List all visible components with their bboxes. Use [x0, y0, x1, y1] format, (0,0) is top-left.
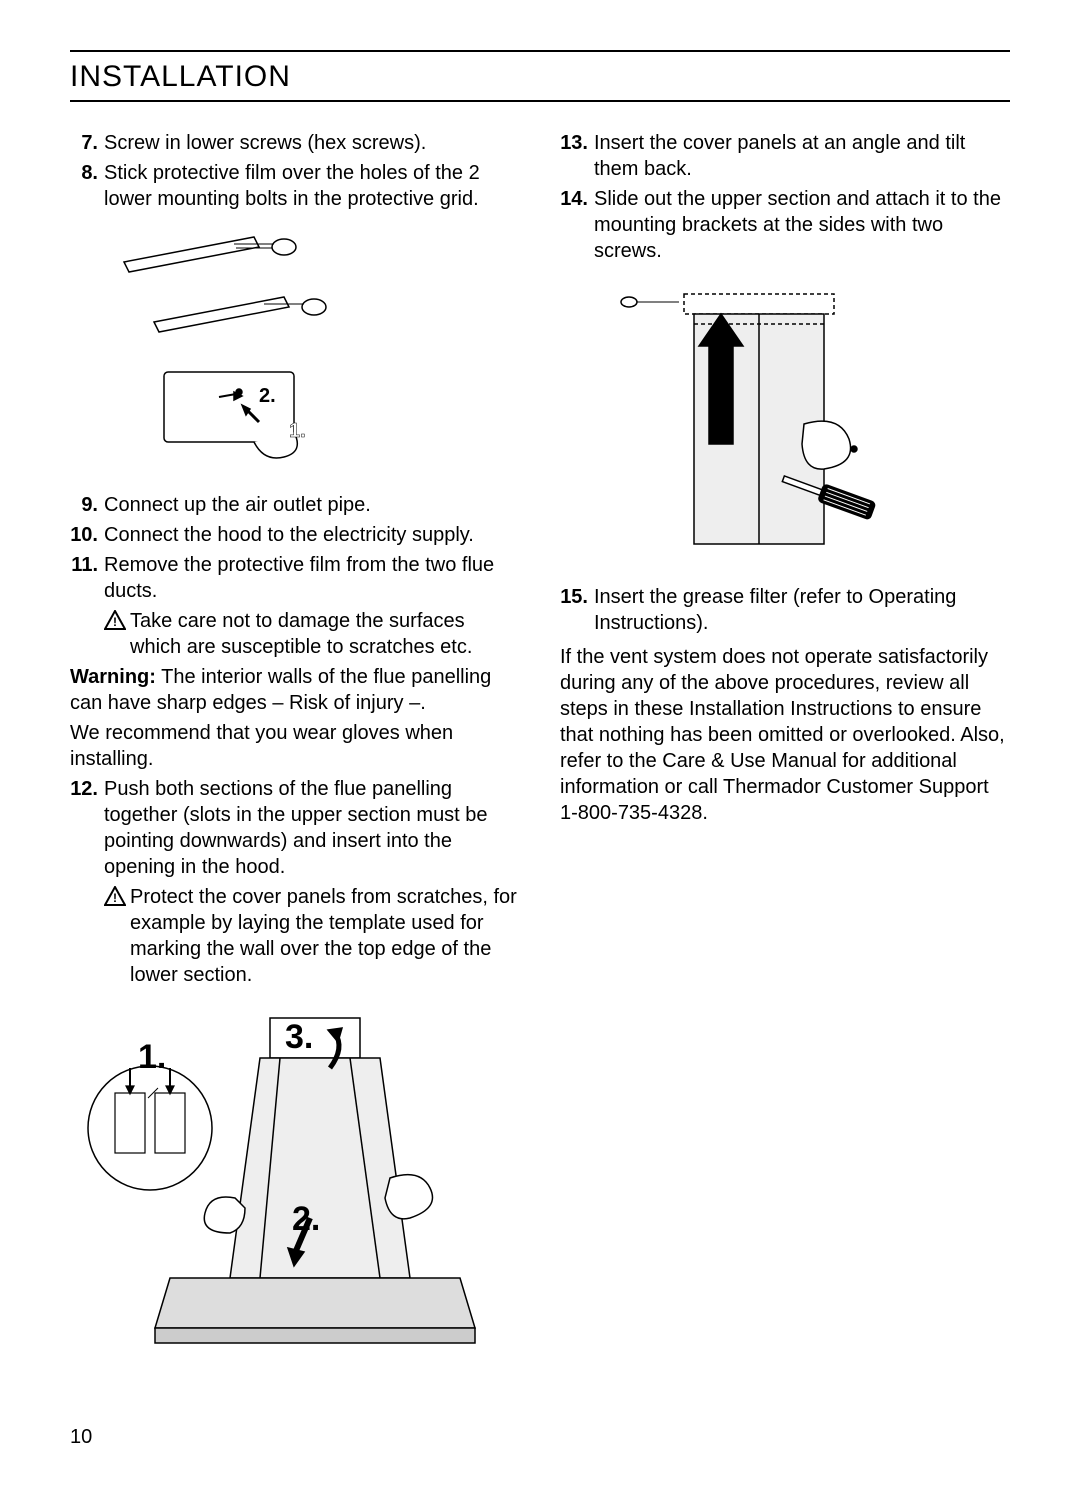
step-number: 15.: [560, 584, 594, 636]
page-title: INSTALLATION: [70, 60, 1010, 94]
caution-text: Take care not to damage the surfaces whi…: [130, 608, 520, 660]
figure-label-2: 2.: [259, 385, 276, 407]
right-column: 13. Insert the cover panels at an angle …: [560, 130, 1010, 1368]
step-text: Connect the hood to the electricity supp…: [104, 522, 520, 548]
figure-flue-assembly: 1.: [80, 998, 520, 1358]
step-text: Screw in lower screws (hex screws).: [104, 130, 520, 156]
upper-section-diagram: [594, 274, 944, 574]
step-8: 8. Stick protective film over the holes …: [70, 160, 520, 212]
step-number: 7.: [70, 130, 104, 156]
step-text: Slide out the upper section and attach i…: [594, 186, 1010, 264]
figure-label-3: 3.: [285, 1018, 313, 1056]
svg-text:!: !: [113, 891, 117, 905]
flue-assembly-diagram: 1.: [80, 998, 480, 1358]
warning-block: Warning: The interior walls of the flue …: [70, 664, 520, 716]
step-number: 12.: [70, 776, 104, 880]
step-text: Insert the grease filter (refer to Opera…: [594, 584, 1010, 636]
step-number: 13.: [560, 130, 594, 182]
figure-label-1: 1.: [289, 420, 306, 442]
step-13: 13. Insert the cover panels at an angle …: [560, 130, 1010, 182]
step-number: 11.: [70, 552, 104, 604]
top-rule: [70, 50, 1010, 52]
step-number: 9.: [70, 492, 104, 518]
caution-step-12: ! Protect the cover panels from scratche…: [104, 884, 520, 988]
caution-step-11: ! Take care not to damage the surfaces w…: [104, 608, 520, 660]
figure-upper-section: [594, 274, 1010, 574]
title-section: INSTALLATION: [70, 60, 1010, 102]
step-number: 14.: [560, 186, 594, 264]
hood-screw-diagram: 2. 1.: [104, 222, 404, 482]
caution-icon: !: [104, 610, 126, 630]
two-column-layout: 7. Screw in lower screws (hex screws). 8…: [70, 130, 1010, 1368]
figure-label-2: 2.: [292, 1200, 320, 1238]
step-text: Stick protective film over the holes of …: [104, 160, 520, 212]
svg-text:!: !: [113, 615, 117, 629]
figure-label-1: 1.: [138, 1038, 166, 1076]
left-column: 7. Screw in lower screws (hex screws). 8…: [70, 130, 520, 1368]
step-10: 10. Connect the hood to the electricity …: [70, 522, 520, 548]
step-14: 14. Slide out the upper section and atta…: [560, 186, 1010, 264]
page-number: 10: [70, 1426, 92, 1449]
step-text: Push both sections of the flue panelling…: [104, 776, 520, 880]
warning-followup: We recommend that you wear gloves when i…: [70, 720, 520, 772]
step-number: 8.: [70, 160, 104, 212]
step-text: Insert the cover panels at an angle and …: [594, 130, 1010, 182]
closing-paragraph: If the vent system does not operate sati…: [560, 644, 1010, 826]
step-number: 10.: [70, 522, 104, 548]
step-12: 12. Push both sections of the flue panel…: [70, 776, 520, 880]
warning-label: Warning:: [70, 666, 156, 688]
step-9: 9. Connect up the air outlet pipe.: [70, 492, 520, 518]
figure-screws-film: 2. 1.: [104, 222, 520, 482]
step-text: Connect up the air outlet pipe.: [104, 492, 520, 518]
caution-icon: !: [104, 886, 126, 906]
step-11: 11. Remove the protective film from the …: [70, 552, 520, 604]
caution-text: Protect the cover panels from scratches,…: [130, 884, 520, 988]
step-7: 7. Screw in lower screws (hex screws).: [70, 130, 520, 156]
step-text: Remove the protective film from the two …: [104, 552, 520, 604]
step-15: 15. Insert the grease filter (refer to O…: [560, 584, 1010, 636]
